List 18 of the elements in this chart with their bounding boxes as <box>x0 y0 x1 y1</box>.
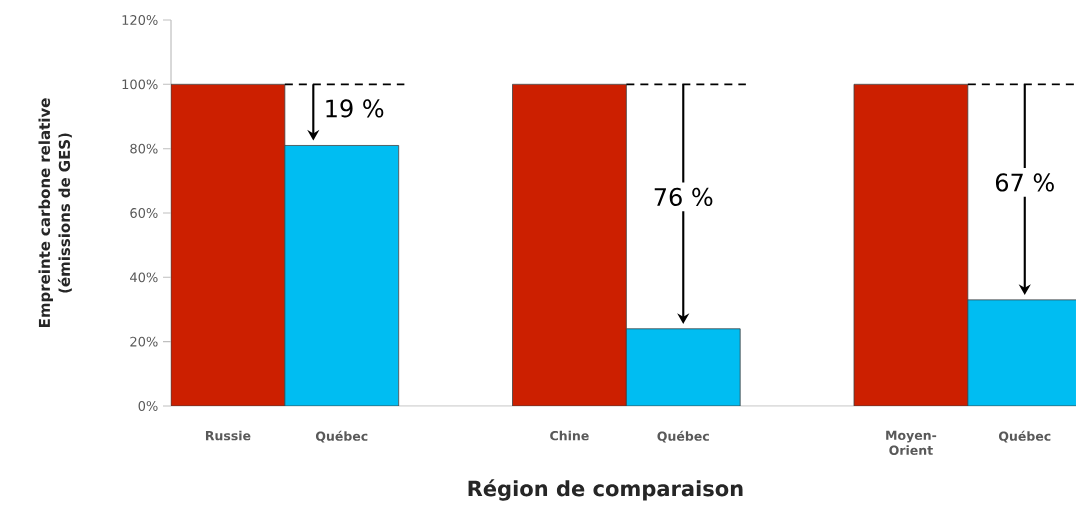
y-tick-label: 100% <box>122 79 158 90</box>
annotation: 76 % <box>654 187 713 206</box>
y-axis-title: Empreinte carbone relative (émissions de GES) <box>38 98 72 327</box>
x-axis-title: Région de comparaison <box>468 479 743 501</box>
x-tick-label: Québec <box>315 430 368 443</box>
y-tick-label: 20% <box>130 336 158 347</box>
y-tick-label: 80% <box>130 143 158 154</box>
y-tick-label: 0% <box>138 401 158 411</box>
x-tick-label: Québec <box>657 430 709 443</box>
x-tick-label: Chine <box>550 430 589 441</box>
x-tick-label: Québec <box>998 430 1051 443</box>
y-tick-label: 120% <box>122 15 158 25</box>
annotation: 67 % <box>995 173 1054 192</box>
x-tick-label: Moyen-Orient <box>886 430 937 455</box>
x-tick-label: Russie <box>205 430 251 441</box>
annotation: 19 % <box>326 99 384 118</box>
y-tick-label: 60% <box>130 208 158 218</box>
y-tick-label: 40% <box>130 272 158 283</box>
